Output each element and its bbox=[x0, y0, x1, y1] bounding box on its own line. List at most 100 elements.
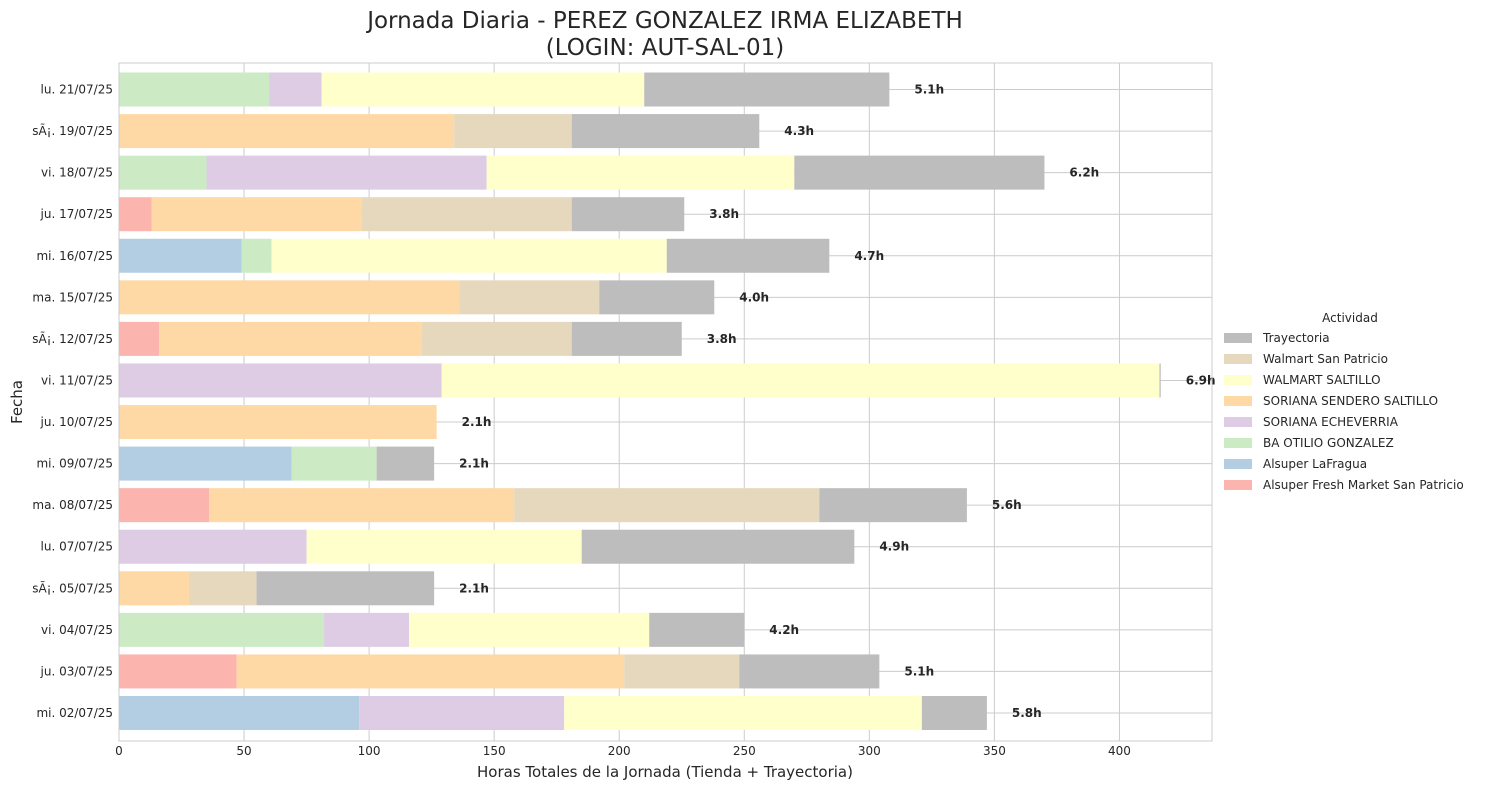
total-label: 5.1h bbox=[914, 83, 944, 97]
x-tick-label: 200 bbox=[608, 744, 631, 758]
total-label: 3.8h bbox=[709, 207, 739, 221]
total-label: 6.2h bbox=[1069, 166, 1099, 180]
bar-segment bbox=[291, 446, 377, 481]
bar-segment bbox=[271, 238, 667, 273]
y-axis: lu. 21/07/25 sÃ¡. 19/07/25 vi. 18/07/25 ju.… bbox=[32, 83, 113, 721]
x-axis-label: Horas Totales de la Jornada (Tienda + Tr… bbox=[477, 763, 853, 781]
bar-segment bbox=[581, 529, 855, 564]
y-tick-label: mi. 02/07/25 bbox=[36, 706, 113, 720]
y-tick-label: vi. 04/07/25 bbox=[41, 623, 113, 637]
legend-swatch bbox=[1224, 333, 1252, 343]
bar-segment bbox=[571, 114, 760, 149]
total-label: 4.0h bbox=[739, 290, 769, 304]
legend-label: Alsuper LaFragua bbox=[1263, 457, 1367, 471]
chart-title-line2: (LOGIN: AUT-SAL-01) bbox=[546, 35, 784, 61]
bar-segment bbox=[119, 529, 307, 564]
total-label: 2.1h bbox=[459, 457, 489, 471]
y-tick-label: ma. 08/07/25 bbox=[32, 498, 113, 512]
total-label: 5.6h bbox=[992, 498, 1022, 512]
bar-segment bbox=[361, 197, 572, 232]
total-label: 4.2h bbox=[769, 623, 799, 637]
bar-segment bbox=[624, 654, 740, 689]
bar-segment bbox=[794, 155, 1045, 190]
bar-segment bbox=[119, 363, 442, 398]
bar-segment bbox=[666, 238, 830, 273]
bar-segment bbox=[376, 446, 435, 481]
bar-segment bbox=[321, 72, 645, 107]
bar-segment bbox=[159, 321, 422, 356]
total-label: 5.8h bbox=[1012, 706, 1042, 720]
y-tick-label: mi. 09/07/25 bbox=[36, 457, 113, 471]
bar-segment bbox=[151, 197, 362, 232]
bar-segment bbox=[119, 197, 152, 232]
legend-label: SORIANA SENDERO SALTILLO bbox=[1263, 394, 1438, 408]
x-tick-label: 150 bbox=[483, 744, 506, 758]
bar-segment bbox=[649, 612, 745, 647]
x-tick-label: 50 bbox=[236, 744, 251, 758]
bar-segment bbox=[421, 321, 572, 356]
y-tick-label: sÃ¡. 19/07/25 bbox=[32, 123, 113, 138]
bar-segment bbox=[119, 155, 207, 190]
bar-segment bbox=[486, 155, 795, 190]
bar-segment bbox=[119, 280, 460, 315]
bar-segment bbox=[571, 321, 682, 356]
bar-segment bbox=[564, 696, 922, 730]
bar-segment bbox=[409, 612, 650, 647]
bar-segment bbox=[119, 321, 160, 356]
chart-title-line1: Jornada Diaria - PEREZ GONZALEZ IRMA ELI… bbox=[365, 8, 963, 34]
x-tick-label: 350 bbox=[983, 744, 1006, 758]
total-label: 4.7h bbox=[854, 249, 884, 263]
y-tick-label: vi. 18/07/25 bbox=[41, 166, 113, 180]
bar-segment bbox=[119, 571, 190, 606]
y-tick-label: mi. 16/07/25 bbox=[36, 249, 113, 263]
total-label: 6.9h bbox=[1186, 373, 1216, 387]
y-tick-label: lu. 21/07/25 bbox=[41, 83, 113, 97]
x-axis: 0 50 100 150 200 250 300 350 400 bbox=[115, 744, 1131, 758]
bar-segment bbox=[256, 571, 435, 606]
bar-segment bbox=[119, 405, 437, 440]
bar-segment bbox=[441, 363, 1160, 398]
legend-title: Actividad bbox=[1322, 311, 1378, 325]
bar-segment bbox=[921, 696, 987, 730]
legend-label: Alsuper Fresh Market San Patricio bbox=[1263, 478, 1464, 492]
bar-segment bbox=[236, 654, 625, 689]
legend-swatch bbox=[1224, 396, 1252, 406]
bar-segment bbox=[209, 488, 515, 523]
legend-swatch bbox=[1224, 375, 1252, 385]
y-tick-label: ju. 10/07/25 bbox=[40, 415, 113, 429]
total-label: 5.1h bbox=[904, 664, 934, 678]
legend-label: Trayectoria bbox=[1262, 331, 1330, 345]
y-tick-label: ju. 03/07/25 bbox=[40, 664, 113, 678]
legend-swatch bbox=[1224, 459, 1252, 469]
x-tick-label: 100 bbox=[358, 744, 381, 758]
y-tick-label: ju. 17/07/25 bbox=[40, 207, 113, 221]
bar-segment bbox=[119, 72, 270, 107]
legend-label: Walmart San Patricio bbox=[1263, 352, 1388, 366]
plot-frame bbox=[118, 62, 1213, 742]
legend-swatch bbox=[1224, 354, 1252, 364]
bar-segment bbox=[819, 488, 967, 523]
y-axis-label: Fecha bbox=[8, 380, 26, 424]
y-tick-label: sÃ¡. 12/07/25 bbox=[32, 331, 113, 346]
bar-segment bbox=[306, 529, 582, 564]
total-labels: 5.1h 4.3h 6.2h 3.8h 4.7h 4.0h 3.8h 6.9h 2.1h 2.1h… bbox=[459, 83, 1215, 721]
bar-segment bbox=[119, 654, 237, 689]
legend-label: BA OTILIO GONZALEZ bbox=[1263, 436, 1394, 450]
total-label: 2.1h bbox=[462, 415, 492, 429]
total-label: 3.8h bbox=[707, 332, 737, 346]
bar-segment bbox=[189, 571, 257, 606]
legend-swatch bbox=[1224, 480, 1252, 490]
total-label: 4.9h bbox=[879, 540, 909, 554]
bar-segment bbox=[119, 446, 292, 481]
y-tick-label: sÃ¡. 05/07/25 bbox=[32, 580, 113, 595]
bar-segment bbox=[119, 114, 455, 149]
bar-segment bbox=[119, 488, 210, 523]
bar-segment bbox=[119, 612, 325, 647]
legend-swatch bbox=[1224, 438, 1252, 448]
bar-segment bbox=[454, 114, 572, 149]
bar-segment bbox=[571, 197, 685, 232]
legend-label: WALMART SALTILLO bbox=[1263, 373, 1381, 387]
bar-segment bbox=[359, 696, 565, 730]
legend-swatch bbox=[1224, 417, 1252, 427]
